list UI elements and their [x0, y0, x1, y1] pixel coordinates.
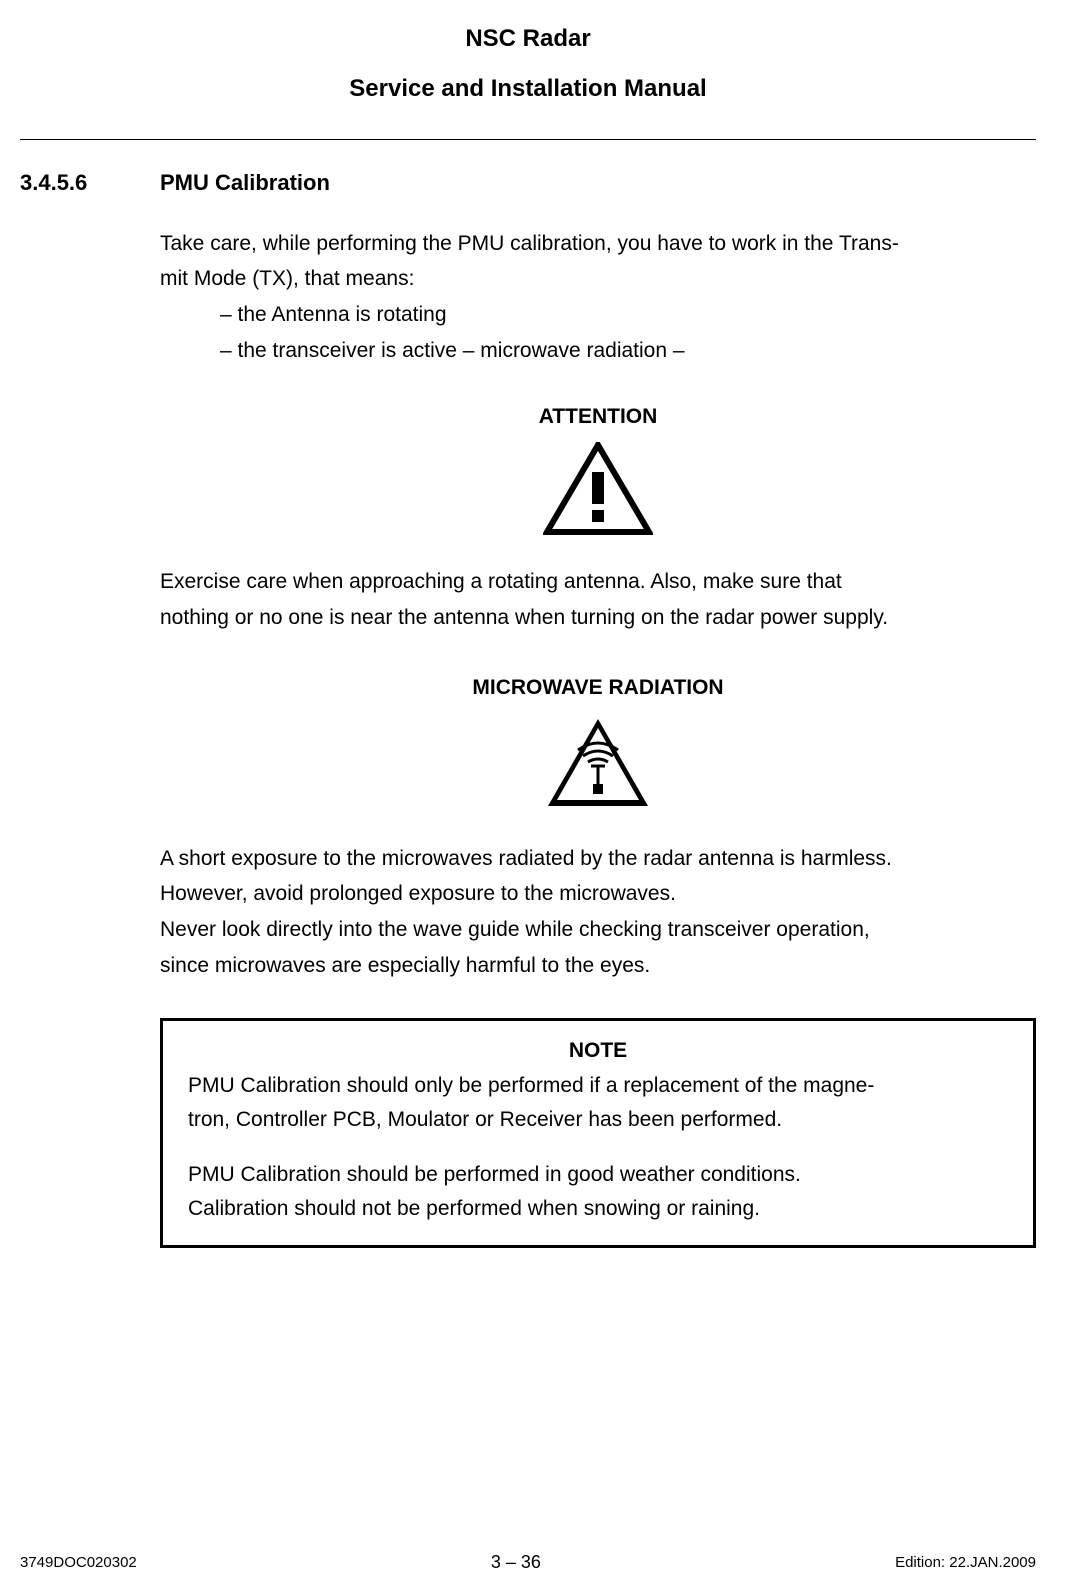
attention-text: nothing or no one is near the antenna wh… [160, 600, 1036, 636]
section-number: 3.4.5.6 [20, 170, 160, 196]
attention-icon [160, 442, 1036, 549]
attention-title: ATTENTION [160, 399, 1036, 435]
note-title: NOTE [188, 1033, 1008, 1069]
microwave-radiation-icon [160, 714, 1036, 826]
note-text: PMU Calibration should be performed in g… [188, 1158, 1008, 1192]
section-heading: 3.4.5.6 PMU Calibration [20, 170, 1036, 196]
header: NSC Radar Service and Installation Manua… [20, 20, 1036, 109]
note-text: Calibration should not be performed when… [188, 1192, 1008, 1226]
section-title: PMU Calibration [160, 170, 330, 196]
header-rule [20, 139, 1036, 140]
footer-page-number: 3 – 36 [491, 1552, 541, 1573]
header-title-1: NSC Radar [20, 20, 1036, 58]
microwave-text: A short exposure to the microwaves radia… [160, 841, 1036, 877]
content-body: Take care, while performing the PMU cali… [160, 226, 1036, 1249]
note-text: PMU Calibration should only be performed… [188, 1069, 1008, 1103]
attention-text: Exercise care when approaching a rotatin… [160, 564, 1036, 600]
bullet-item: – the transceiver is active – microwave … [220, 333, 1036, 369]
microwave-title: MICROWAVE RADIATION [160, 670, 1036, 706]
bullet-item: – the Antenna is rotating [220, 297, 1036, 333]
header-title-2: Service and Installation Manual [20, 70, 1036, 108]
footer: 3749DOC020302 3 – 36 Edition: 22.JAN.200… [20, 1544, 1036, 1573]
footer-edition: Edition: 22.JAN.2009 [895, 1554, 1036, 1571]
note-box: NOTE PMU Calibration should only be perf… [160, 1018, 1036, 1248]
microwave-text: Never look directly into the wave guide … [160, 912, 1036, 948]
microwave-text: since microwaves are especially harmful … [160, 948, 1036, 984]
microwave-text: However, avoid prolonged exposure to the… [160, 876, 1036, 912]
footer-doc-id: 3749DOC020302 [20, 1554, 137, 1571]
note-text: tron, Controller PCB, Moulator or Receiv… [188, 1103, 1008, 1137]
intro-line: Take care, while performing the PMU cali… [160, 226, 1036, 262]
intro-line: mit Mode (TX), that means: [160, 261, 1036, 297]
